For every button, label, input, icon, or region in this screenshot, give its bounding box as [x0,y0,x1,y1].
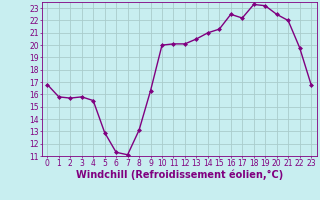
X-axis label: Windchill (Refroidissement éolien,°C): Windchill (Refroidissement éolien,°C) [76,169,283,180]
